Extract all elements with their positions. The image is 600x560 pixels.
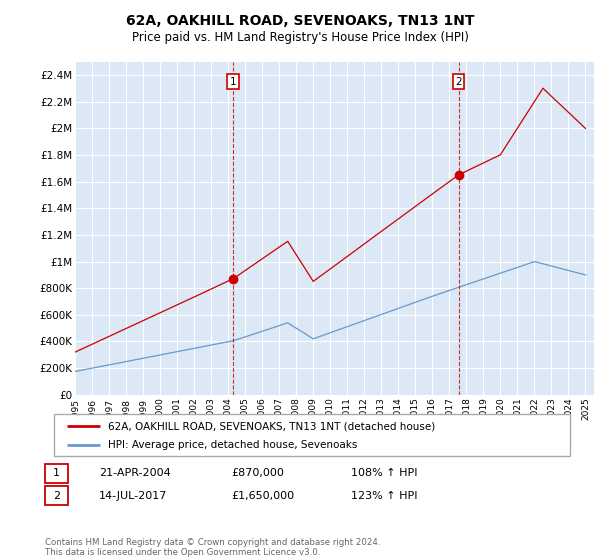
Text: £1,650,000: £1,650,000: [231, 491, 294, 501]
Text: 108% ↑ HPI: 108% ↑ HPI: [351, 468, 418, 478]
Text: £870,000: £870,000: [231, 468, 284, 478]
Text: 1: 1: [230, 77, 236, 87]
Text: 62A, OAKHILL ROAD, SEVENOAKS, TN13 1NT: 62A, OAKHILL ROAD, SEVENOAKS, TN13 1NT: [126, 14, 474, 28]
Text: 21-APR-2004: 21-APR-2004: [99, 468, 171, 478]
Text: Contains HM Land Registry data © Crown copyright and database right 2024.
This d: Contains HM Land Registry data © Crown c…: [45, 538, 380, 557]
Text: 2: 2: [53, 491, 60, 501]
Text: 1: 1: [53, 468, 60, 478]
Text: Price paid vs. HM Land Registry's House Price Index (HPI): Price paid vs. HM Land Registry's House …: [131, 31, 469, 44]
Text: HPI: Average price, detached house, Sevenoaks: HPI: Average price, detached house, Seve…: [108, 440, 358, 450]
Text: 2: 2: [455, 77, 462, 87]
Text: 62A, OAKHILL ROAD, SEVENOAKS, TN13 1NT (detached house): 62A, OAKHILL ROAD, SEVENOAKS, TN13 1NT (…: [108, 421, 436, 431]
Text: 14-JUL-2017: 14-JUL-2017: [99, 491, 167, 501]
Text: 123% ↑ HPI: 123% ↑ HPI: [351, 491, 418, 501]
